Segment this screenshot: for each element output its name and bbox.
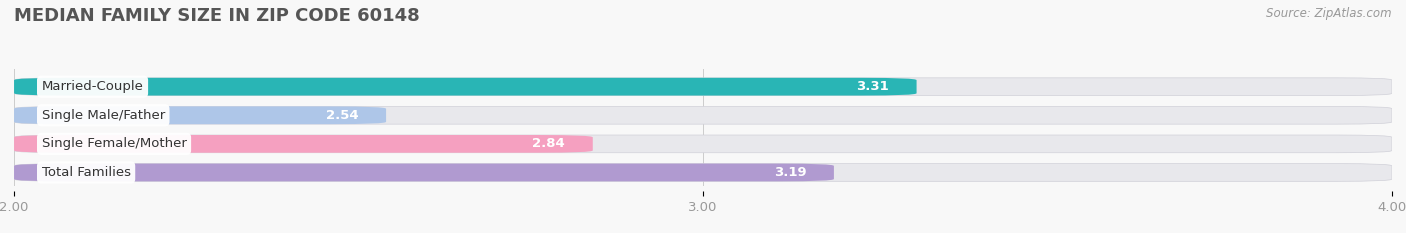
FancyBboxPatch shape xyxy=(14,78,917,96)
Text: Total Families: Total Families xyxy=(42,166,131,179)
FancyBboxPatch shape xyxy=(14,78,1392,96)
FancyBboxPatch shape xyxy=(14,135,593,153)
FancyBboxPatch shape xyxy=(14,164,834,181)
FancyBboxPatch shape xyxy=(14,135,1392,153)
Text: 3.19: 3.19 xyxy=(773,166,806,179)
Text: MEDIAN FAMILY SIZE IN ZIP CODE 60148: MEDIAN FAMILY SIZE IN ZIP CODE 60148 xyxy=(14,7,420,25)
Text: Married-Couple: Married-Couple xyxy=(42,80,143,93)
Text: Source: ZipAtlas.com: Source: ZipAtlas.com xyxy=(1267,7,1392,20)
Text: Single Female/Mother: Single Female/Mother xyxy=(42,137,187,150)
Text: 2.84: 2.84 xyxy=(533,137,565,150)
Text: 2.54: 2.54 xyxy=(326,109,359,122)
Text: Single Male/Father: Single Male/Father xyxy=(42,109,165,122)
FancyBboxPatch shape xyxy=(14,164,1392,181)
Text: 3.31: 3.31 xyxy=(856,80,889,93)
FancyBboxPatch shape xyxy=(14,106,387,124)
FancyBboxPatch shape xyxy=(14,106,1392,124)
